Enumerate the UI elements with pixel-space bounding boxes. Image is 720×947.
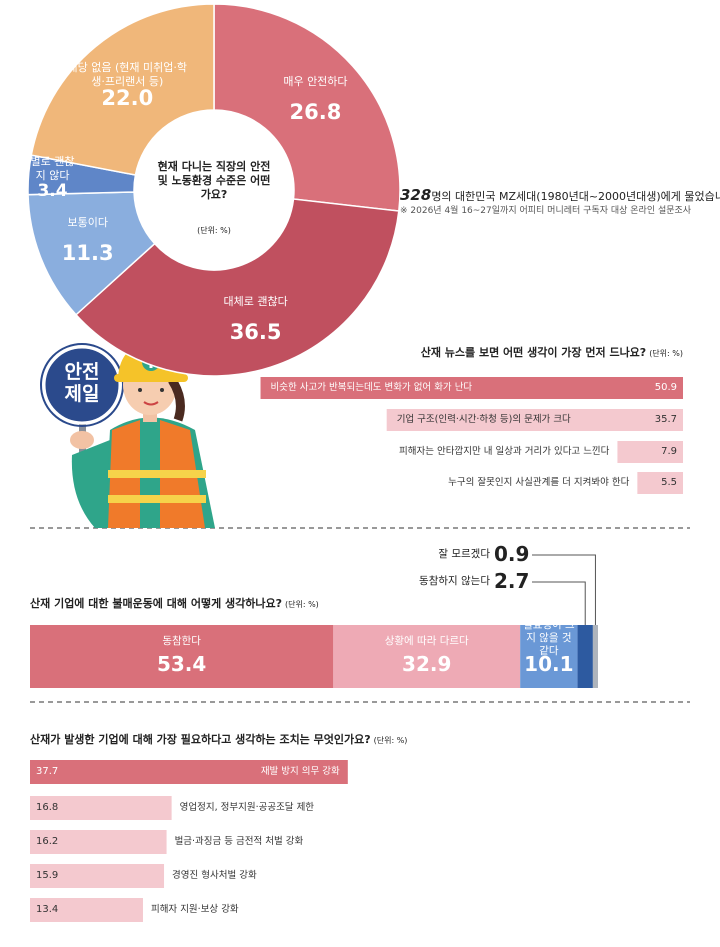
bar-value: 7.9 — [661, 446, 677, 457]
bar — [617, 441, 683, 463]
segment-value: 10.1 — [524, 652, 574, 676]
callout-line — [532, 554, 596, 625]
callout-label: 동참하지 않는다 — [419, 575, 490, 587]
chart-title-line: 산재 뉴스를 보면 어떤 생각이 가장 먼저 드나요? (단위: %) — [283, 346, 683, 360]
segment-label: 실효성이 크지 않을 것 같다 — [523, 619, 575, 658]
survey-count: 328 — [400, 186, 432, 204]
sign-line: 안전 — [64, 361, 100, 383]
chart-title: 산재 기업에 대한 불매운동에 대해 어떻게 생각하나요? — [30, 597, 282, 610]
unit: (단위: %) — [197, 226, 231, 235]
slice-label: 보통이다 — [67, 216, 108, 230]
callout-label: 잘 모르겠다 — [438, 548, 490, 560]
bar-label: 영업정지, 정부지원·공공조달 제한 — [179, 802, 315, 813]
donut-title: 현재 다니는 직장의 안전 및 노동환경 수준은 어떤가요? — [157, 160, 271, 201]
segment-value: 32.9 — [402, 652, 452, 676]
bar-segment — [30, 625, 334, 688]
sign-text: 안전 제일 — [52, 361, 112, 406]
unit: (단위: %) — [649, 349, 683, 358]
chart-title: 산재가 발생한 기업에 대해 가장 필요하다고 생각하는 조치는 무엇인가요? — [30, 733, 371, 746]
slice-label: 매우 안전하다 — [283, 75, 348, 89]
callout-value: 2.7 — [494, 569, 530, 593]
donut-slice — [74, 198, 400, 377]
bar-segment — [592, 625, 598, 688]
bar-segment — [333, 625, 521, 688]
bar-label: 비슷한 사고가 반복되는데도 변화가 없어 화가 난다 — [270, 382, 473, 393]
donut-slice — [213, 3, 401, 212]
unit: (단위: %) — [373, 736, 408, 745]
bar-value: 15.9 — [36, 870, 59, 881]
bar-value: 16.8 — [36, 802, 59, 813]
bar-label: 기업 구조(인력·시간·하청 등)의 문제가 크다 — [396, 414, 571, 425]
slice-value: 11.3 — [61, 241, 114, 266]
slice-label: 별로 괜찮지 않다 — [30, 154, 75, 182]
bar-value: 13.4 — [36, 904, 59, 915]
bar-value: 35.7 — [654, 414, 677, 425]
bar-value: 5.5 — [661, 477, 677, 488]
segment-label: 동참한다 — [162, 635, 201, 647]
bar-value: 37.7 — [36, 766, 59, 777]
segment-value: 53.4 — [156, 652, 207, 676]
bar — [386, 409, 683, 431]
slice-value: 22.0 — [101, 86, 154, 111]
bar-label: 벌금·과징금 등 금전적 처벌 강화 — [174, 836, 304, 847]
survey-note: ※ 2026년 4월 16~27일까지 어피티 머니레터 구독자 대상 온라인 … — [400, 206, 692, 216]
bar-label: 피해자 지원·보상 강화 — [150, 904, 239, 915]
slice-label: 대체로 괜찮다 — [223, 295, 288, 309]
slice-value: 3.4 — [37, 180, 68, 201]
callout-value: 0.9 — [494, 542, 530, 566]
chart-title: 산재 뉴스를 보면 어떤 생각이 가장 먼저 드나요? — [420, 346, 647, 359]
slice-value: 26.8 — [289, 100, 342, 125]
slice-value: 36.5 — [229, 320, 282, 345]
segment-label: 상황에 따라 다르다 — [384, 635, 469, 647]
bar-label: 누구의 잘못인지 사실관계를 더 지켜봐야 한다 — [448, 477, 630, 488]
callout-line — [532, 581, 586, 625]
bar-segment — [577, 625, 593, 688]
chart-title-line: 산재 기업에 대한 불매운동에 대해 어떻게 생각하나요? (단위: %) — [30, 597, 319, 611]
survey-line: 328명의 대한민국 MZ세대(1980년대~2000년대생)에게 물었습니다. — [400, 186, 720, 205]
bar — [637, 472, 683, 494]
bar-label: 피해자는 안타깝지만 내 일상과 거리가 있다고 느낀다 — [399, 446, 610, 457]
slice-label: 해당 없음 (현재 미취업·학생·프리랜서 등) — [67, 61, 188, 88]
bar — [260, 377, 683, 399]
sign-line: 제일 — [64, 382, 100, 405]
bar — [30, 898, 143, 922]
bar-label: 재발 방지 의무 강화 — [260, 766, 340, 777]
bar-segment — [520, 625, 578, 688]
bar — [30, 864, 165, 888]
bar-value: 16.2 — [36, 836, 59, 847]
bar-value: 50.9 — [654, 382, 677, 393]
bar — [30, 830, 167, 854]
donut-slice — [30, 3, 215, 176]
unit: (단위: %) — [285, 600, 319, 609]
bar-label: 경영진 형사처벌 강화 — [172, 870, 257, 881]
chart-title-line: 산재가 발생한 기업에 대해 가장 필요하다고 생각하는 조치는 무엇인가요?(… — [30, 733, 407, 747]
bar — [30, 796, 172, 820]
bar — [30, 760, 348, 784]
survey-text: 명의 대한민국 MZ세대(1980년대~2000년대생)에게 물었습니다. — [431, 190, 720, 203]
